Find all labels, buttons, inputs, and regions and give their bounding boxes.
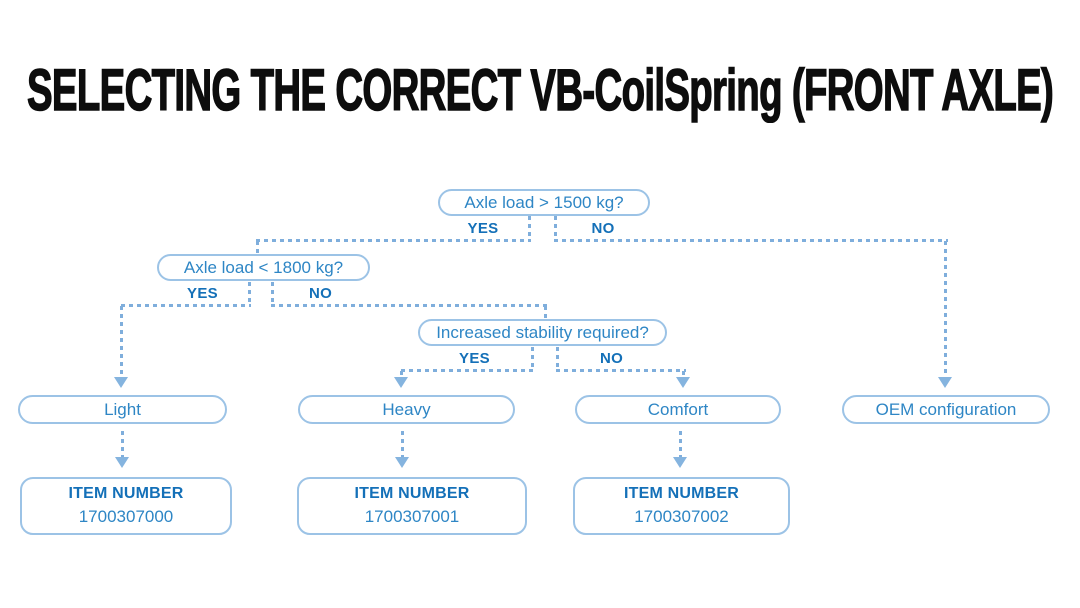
result-box-light: Light <box>18 395 227 424</box>
item-number-heading: ITEM NUMBER <box>68 485 184 502</box>
connector-no1-horizontal <box>554 239 948 242</box>
result-label: Heavy <box>382 399 431 419</box>
item-number-box-1: ITEM NUMBER 1700307000 <box>20 477 232 535</box>
decision-box-stability: Increased stability required? <box>418 319 667 346</box>
result-label: Light <box>104 399 141 419</box>
decision-box-axle-load-1800: Axle load < 1800 kg? <box>157 254 370 281</box>
item-number-value: 1700307002 <box>634 507 729 526</box>
decision-question: Axle load > 1500 kg? <box>464 192 624 212</box>
arrow-to-oem <box>938 377 952 388</box>
connector-no1-stub <box>554 216 557 241</box>
connector-yes3-horizontal <box>401 369 534 372</box>
item-number-heading: ITEM NUMBER <box>623 485 740 502</box>
connector-light-vertical <box>120 306 123 378</box>
connector-no2-horizontal <box>271 304 547 307</box>
connector-yes1-horizontal <box>256 239 531 242</box>
connector-yes2-horizontal <box>121 304 251 307</box>
connector-yes1-drop <box>256 241 259 255</box>
connector-no3-horizontal <box>556 369 686 372</box>
decision-question: Axle load < 1800 kg? <box>183 257 344 277</box>
item-number-value: 1700307001 <box>364 507 460 526</box>
connector-no3-stub <box>556 347 559 371</box>
decision-box-axle-load-1500: Axle load > 1500 kg? <box>438 189 650 216</box>
no-label-1: NO <box>591 220 615 237</box>
connector-yes3-stub <box>531 347 534 371</box>
arrow-to-item-3 <box>673 457 687 468</box>
arrow-to-heavy <box>394 377 408 388</box>
item-number-box-3: ITEM NUMBER 1700307002 <box>573 477 790 535</box>
connector-no2-drop <box>544 306 547 320</box>
page-title: SELECTING THE CORRECT VB-CoilSpring (FRO… <box>27 58 1055 124</box>
connector-yes1-stub <box>528 216 531 241</box>
connector-comfort-drop <box>682 371 685 379</box>
decision-question: Increased stability required? <box>436 322 649 342</box>
no-label-3: NO <box>599 350 624 367</box>
item-number-heading: ITEM NUMBER <box>354 485 470 502</box>
result-box-comfort: Comfort <box>575 395 781 424</box>
result-label: OEM configuration <box>875 399 1017 419</box>
connector-no2-stub <box>271 282 274 306</box>
connector-heavy-drop <box>400 371 403 379</box>
connector-heavy-item <box>401 431 404 458</box>
arrow-to-item-2 <box>395 457 409 468</box>
connector-yes2-stub <box>248 282 251 306</box>
connector-light-item <box>121 431 124 458</box>
arrow-to-item-1 <box>115 457 129 468</box>
arrow-to-light <box>114 377 128 388</box>
yes-label-1: YES <box>467 220 499 237</box>
result-box-heavy: Heavy <box>298 395 515 424</box>
result-box-oem-configuration: OEM configuration <box>842 395 1050 424</box>
page-title-text: SELECTING THE CORRECT VB-CoilSpring (FRO… <box>27 58 1055 123</box>
arrow-to-comfort <box>676 377 690 388</box>
item-number-value: 1700307000 <box>78 507 174 526</box>
yes-label-2: YES <box>187 285 218 302</box>
connector-oem-vertical <box>944 241 947 378</box>
connector-comfort-item <box>679 431 682 458</box>
no-label-2: NO <box>308 285 333 302</box>
yes-label-3: YES <box>459 350 490 367</box>
result-label: Comfort <box>647 399 709 419</box>
item-number-box-2: ITEM NUMBER 1700307001 <box>297 477 527 535</box>
